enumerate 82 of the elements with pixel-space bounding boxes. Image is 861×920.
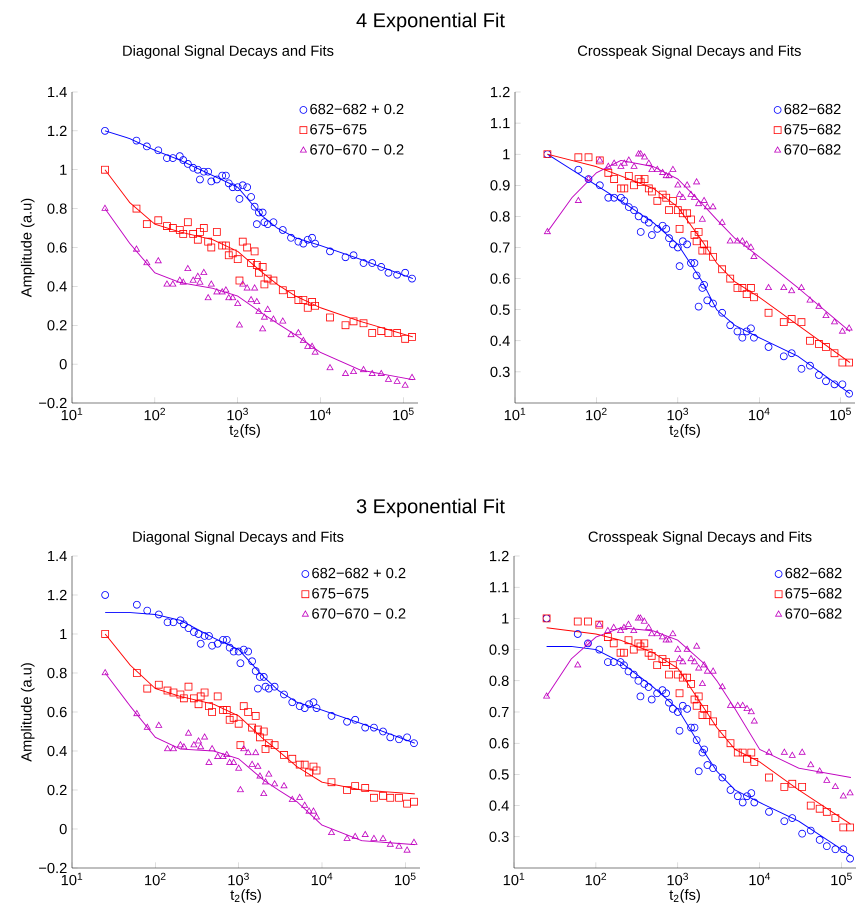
- y-tick-label: 1.2: [48, 126, 67, 136]
- y-axis-title: Amplitude (a.u): [20, 198, 35, 298]
- y-tick-label: 1.2: [48, 590, 67, 600]
- y-tick-label: −0.2: [39, 862, 67, 874]
- x-tick-label: 10$^{4}$: [749, 408, 770, 420]
- y-tick-label: 1: [60, 628, 67, 640]
- legend-label: 670−670 − 0.2: [312, 608, 406, 619]
- legend-label: 675−675: [312, 588, 368, 598]
- y-tick-label: 0.2: [47, 784, 67, 796]
- legend-label: 682−682 + 0.2: [310, 104, 404, 114]
- x-tick-label: 10$^{2}$: [586, 872, 606, 886]
- legend-label: 670−670 − 0.2: [310, 144, 404, 155]
- legend-label: 670−682: [785, 608, 842, 619]
- y-tick-label: 0.8: [489, 676, 509, 686]
- chart-subtitle: Crosspeak Signal Decays and Fits: [588, 531, 812, 545]
- legend-label: 675−675: [310, 124, 366, 134]
- y-tick-label: 0.5: [489, 769, 509, 780]
- x-tick-label: 10$^{1}$: [62, 872, 82, 886]
- y-tick-label: 0: [60, 824, 67, 834]
- chart-subtitle: Diagonal Signal Decays and Fits: [133, 531, 344, 545]
- y-tick-label: 0.3: [490, 366, 510, 378]
- y-tick-label: 1.1: [490, 582, 509, 592]
- x-tick-label: 10$^{1}$: [504, 872, 524, 886]
- y-tick-label: 0.9: [490, 180, 510, 190]
- y-tick-label: 1: [502, 613, 509, 624]
- x-tick-label: 10$^{2}$: [145, 872, 166, 886]
- legend-label: 682−682: [784, 104, 841, 114]
- y-tick-label: 0.7: [490, 242, 510, 253]
- y-tick-label: 0.2: [47, 320, 67, 330]
- chart-title: 3 Exponential Fit: [356, 498, 505, 518]
- y-tick-label: 0.8: [47, 668, 67, 678]
- x-tick-label: 10$^{2}$: [586, 408, 607, 420]
- y-tick-label: −0.2: [39, 398, 67, 408]
- y-tick-label: 0: [60, 358, 67, 370]
- y-tick-label: 1.4: [48, 550, 67, 562]
- y-tick-label: 0.4: [490, 336, 510, 346]
- y-tick-label: 0.6: [47, 242, 67, 253]
- x-tick-label: 10$^{3}$: [228, 872, 249, 886]
- y-tick-label: 0.9: [489, 644, 509, 655]
- x-tick-label: 10$^{4}$: [312, 872, 332, 886]
- y-axis-title: Amplitude (a.u): [20, 663, 35, 762]
- x-tick-label: 10$^{3}$: [668, 408, 688, 420]
- x-axis-title: t$_{2}$(fs): [669, 424, 700, 438]
- y-tick-label: 0.4: [47, 281, 67, 292]
- y-tick-label: 0.3: [489, 832, 509, 842]
- legend-label: 670−682: [784, 144, 841, 155]
- x-tick-label: 10$^{2}$: [144, 408, 166, 420]
- x-tick-label: 10$^{5}$: [831, 872, 852, 886]
- legend-label: 675−682: [785, 588, 842, 598]
- legend-label: 675−682: [784, 124, 841, 134]
- y-tick-label: 0.4: [47, 746, 67, 756]
- y-tick-label: 0.4: [489, 800, 509, 811]
- x-tick-label: 10$^{1}$: [504, 408, 526, 420]
- x-tick-label: 10$^{4}$: [749, 872, 770, 886]
- x-axis-title: t$_{2}$(fs): [229, 424, 260, 438]
- x-tick-label: 10$^{3}$: [668, 872, 688, 886]
- chart-subtitle: Diagonal Signal Decays and Fits: [123, 45, 334, 59]
- y-tick-label: 1.4: [48, 86, 67, 98]
- x-axis-title: t$_{2}$(fs): [230, 889, 261, 903]
- chart-subtitle: Crosspeak Signal Decays and Fits: [578, 45, 801, 59]
- y-tick-label: 0.6: [489, 738, 509, 748]
- x-tick-label: 10$^{5}$: [393, 408, 414, 420]
- y-tick-label: 1.2: [491, 86, 510, 98]
- y-tick-label: 1: [503, 149, 510, 160]
- y-tick-label: 0.6: [47, 706, 67, 718]
- legend-label: 682−682 + 0.2: [312, 568, 406, 578]
- y-tick-label: 0.8: [47, 203, 67, 214]
- x-tick-label: 10$^{5}$: [395, 872, 416, 886]
- legend-label: 682−682: [785, 568, 842, 578]
- x-tick-label: 10$^{3}$: [227, 408, 248, 420]
- y-tick-label: 1.1: [491, 118, 510, 128]
- x-tick-label: 10$^{1}$: [62, 408, 82, 420]
- y-tick-label: 0.5: [490, 304, 510, 315]
- x-tick-label: 10$^{4}$: [310, 408, 331, 420]
- x-tick-label: 10$^{5}$: [830, 408, 851, 420]
- y-tick-label: 0.6: [490, 273, 510, 284]
- y-tick-label: 0.8: [490, 211, 510, 222]
- x-axis-title: t$_{2}$(fs): [669, 889, 700, 903]
- y-tick-label: 0.7: [489, 706, 509, 718]
- y-tick-label: 1.2: [490, 550, 509, 562]
- y-tick-label: 1: [60, 164, 67, 175]
- chart-title: 4 Exponential Fit: [356, 12, 505, 32]
